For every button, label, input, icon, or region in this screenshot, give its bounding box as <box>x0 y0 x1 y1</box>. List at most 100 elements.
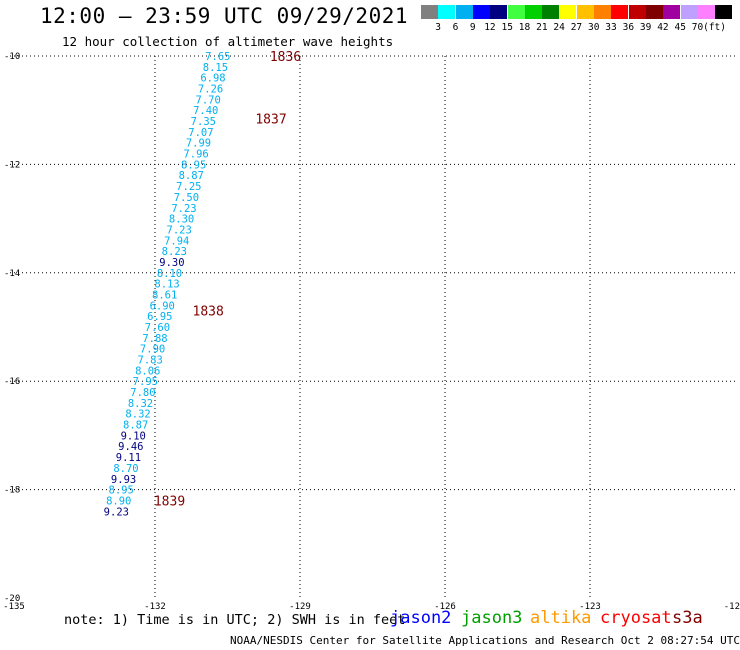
legend-swatch <box>455 5 473 19</box>
legend-label: 70 <box>691 22 704 33</box>
y-tick-label: -16 <box>4 377 20 387</box>
legend-swatch <box>559 5 577 19</box>
track-number-label: 1838 <box>193 305 224 320</box>
wave-height-label: 9.46 <box>118 441 143 453</box>
wave-height-label: 7.40 <box>193 105 218 117</box>
legend-label: 39 <box>639 22 652 33</box>
x-tick-label: -132 <box>144 602 166 610</box>
wave-height-label: 7.23 <box>171 203 196 215</box>
mission-cryosat: cryosat <box>600 608 672 628</box>
wave-height-label: 7.25 <box>176 181 201 193</box>
wave-height-label: 8.32 <box>125 409 150 421</box>
footer-note: note: 1) Time is in UTC; 2) SWH is in fe… <box>64 612 406 628</box>
legend-swatch <box>680 5 698 19</box>
legend-swatch <box>663 5 681 19</box>
wave-height-label: 7.80 <box>130 387 155 399</box>
legend-label: 3 <box>435 22 442 33</box>
y-tick-label: -14 <box>4 269 20 279</box>
wave-height-label: 8.70 <box>113 463 138 475</box>
legend-label: 9 <box>469 22 476 33</box>
mission-jason3: jason3 <box>461 608 523 628</box>
wave-height-label: 7.96 <box>183 149 208 161</box>
wave-height-label: 8.87 <box>179 170 204 182</box>
legend-swatch <box>645 5 663 19</box>
wave-height-label: 8.87 <box>123 420 148 432</box>
wave-height-label: 7.23 <box>167 224 192 236</box>
legend-label: 6 <box>452 22 459 33</box>
legend-label: 33 <box>605 22 617 33</box>
wave-height-label: 7.99 <box>186 138 211 150</box>
legend-label: 27 <box>570 22 583 33</box>
legend-swatch <box>524 5 542 19</box>
wave-height-label: 6.95 <box>147 311 172 323</box>
legend-swatch <box>697 5 715 19</box>
wave-height-label: 6.90 <box>150 300 175 312</box>
legend-label: 45 <box>674 22 686 33</box>
wave-height-label: 8.90 <box>106 495 131 507</box>
legend-swatch <box>438 5 456 19</box>
wave-height-label: 8.23 <box>162 246 187 258</box>
legend-swatch <box>421 5 438 19</box>
wave-height-label: 8.13 <box>154 279 179 291</box>
y-tick-label: -18 <box>4 486 20 496</box>
wave-height-label: 7.83 <box>138 355 163 367</box>
legend-label: 30 <box>588 22 600 33</box>
y-tick-label: -20 <box>4 594 20 604</box>
wave-height-label: 8.61 <box>152 289 177 301</box>
wave-height-label: 7.94 <box>164 235 189 247</box>
mission-s3a: s3a <box>672 608 703 628</box>
x-tick-label: -135 <box>3 602 25 610</box>
legend-label: 24 <box>553 22 565 33</box>
wave-height-label: 8.32 <box>128 398 153 410</box>
wave-height-label: 9.30 <box>159 257 184 269</box>
legend-swatch <box>542 5 560 19</box>
legend-label: 15 <box>501 22 513 33</box>
wave-height-label: 8.10 <box>157 268 182 280</box>
track-number-label: 1837 <box>255 112 286 127</box>
legend-swatch <box>611 5 629 19</box>
x-tick-label: -123 <box>579 602 601 610</box>
legend-swatch <box>507 5 525 19</box>
legend-label: (ft) <box>703 22 726 33</box>
wave-height-label: 7.90 <box>140 344 165 356</box>
x-tick-label: -126 <box>434 602 456 610</box>
wave-height-label: 9.93 <box>111 474 136 486</box>
wave-height-label: 7.07 <box>188 127 213 139</box>
map-subtitle: 12 hour collection of altimeter wave hei… <box>62 34 394 49</box>
wave-height-label: 6.98 <box>200 73 225 85</box>
legend-swatch <box>490 5 508 19</box>
legend-label: 12 <box>484 22 496 33</box>
legend-swatch <box>628 5 646 19</box>
legend-label: 18 <box>518 22 531 33</box>
wave-height-label: 8.95 <box>181 159 206 171</box>
track-number-label: 1839 <box>154 494 185 509</box>
wave-height-label: 8.95 <box>109 485 134 497</box>
legend-label: 42 <box>657 22 669 33</box>
wave-height-label: 8.15 <box>203 62 228 74</box>
legend-label: 36 <box>622 22 635 33</box>
map-title: 12:00 – 23:59 UTC 09/29/2021 <box>40 4 409 28</box>
credit-line: NOAA/NESDIS Center for Satellite Applica… <box>230 634 740 647</box>
wave-height-label: 7.60 <box>145 322 170 334</box>
wave-height-label: 9.11 <box>116 452 141 464</box>
wave-height-label: 7.50 <box>174 192 199 204</box>
track-number-label: 1836 <box>270 50 301 65</box>
wave-height-label: 9.10 <box>121 430 146 442</box>
legend-swatch <box>715 5 733 19</box>
x-tick-label: -12 <box>724 602 740 610</box>
wave-height-label: 7.88 <box>142 333 167 345</box>
x-tick-label: -129 <box>289 602 311 610</box>
altimeter-map: -10 -12 -14 -16 -18 -20-135 -132 -129 -126 -123 -1… <box>3 50 740 610</box>
wave-height-label: 9.23 <box>104 506 129 518</box>
mission-jason2: jason2 <box>390 608 452 628</box>
legend-swatch <box>576 5 594 19</box>
wave-height-label: 7.70 <box>196 94 221 106</box>
mission-altika: altika <box>530 608 592 628</box>
wave-height-label: 7.65 <box>205 51 230 63</box>
legend-label: 21 <box>536 22 548 33</box>
wave-height-label: 7.35 <box>191 116 216 128</box>
wave-height-label: 7.95 <box>133 376 158 388</box>
legend-swatch <box>472 5 490 19</box>
legend-swatch <box>594 5 611 19</box>
wave-height-label: 8.06 <box>135 365 160 377</box>
